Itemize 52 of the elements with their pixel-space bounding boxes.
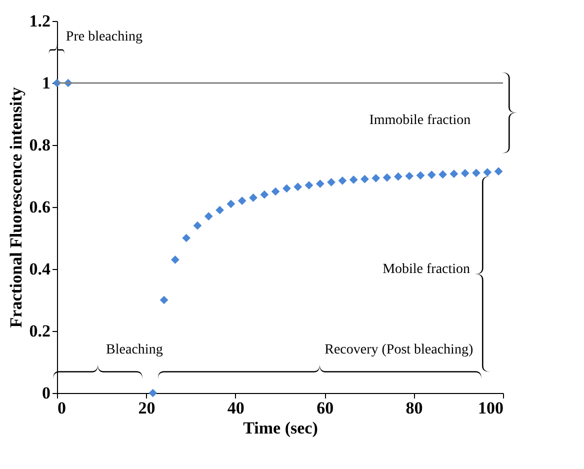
y-tick-label: 0 — [42, 384, 50, 402]
x-tick-label: 20 — [138, 398, 156, 418]
point — [316, 180, 324, 188]
point — [226, 200, 236, 208]
y-tick-label: 0.2 — [29, 322, 50, 340]
point — [160, 296, 168, 304]
point — [360, 174, 369, 184]
annotation: Immobile fraction — [369, 113, 471, 128]
point — [382, 173, 392, 182]
point — [450, 170, 458, 178]
point — [438, 170, 447, 179]
annotation: Bleaching — [106, 342, 163, 358]
point — [483, 168, 492, 176]
point — [271, 187, 280, 196]
annotation: Recovery (Post bleaching) — [324, 342, 474, 358]
point — [294, 182, 302, 192]
annotation: Pre bleaching — [66, 30, 143, 44]
point — [304, 181, 314, 190]
point — [472, 168, 480, 178]
y-tick-label: 1.2 — [29, 12, 50, 30]
point — [260, 190, 269, 199]
x-tick-label: 40 — [227, 398, 244, 418]
y-tick-label: 0.6 — [29, 198, 50, 216]
y-tick-label: 0.8 — [29, 136, 50, 154]
point — [182, 234, 191, 242]
point — [494, 167, 503, 176]
point — [148, 388, 158, 398]
point — [338, 176, 347, 185]
point — [238, 196, 246, 205]
x-tick-label: 100 — [478, 398, 504, 418]
point — [372, 174, 380, 182]
x-tick-label: 80 — [406, 398, 423, 418]
point — [460, 169, 470, 178]
point — [216, 206, 224, 214]
annotation: Mobile fraction — [382, 262, 470, 277]
point — [204, 212, 213, 220]
point — [327, 178, 336, 186]
point — [193, 221, 202, 230]
x-tick-label: 0 — [58, 398, 66, 418]
y-axis-title: Fractional Fluorescence intensity — [6, 86, 26, 328]
point — [171, 256, 180, 264]
point — [349, 176, 358, 184]
point — [282, 184, 291, 193]
point — [249, 194, 258, 202]
y-tick-label: 1 — [42, 74, 50, 92]
point — [416, 171, 425, 180]
point — [427, 170, 436, 179]
y-tick-label: 0.4 — [29, 260, 51, 278]
point — [394, 172, 402, 181]
point — [405, 172, 414, 180]
x-tick-label: 60 — [316, 398, 334, 418]
x-axis-title: Time (sec) — [243, 418, 318, 438]
